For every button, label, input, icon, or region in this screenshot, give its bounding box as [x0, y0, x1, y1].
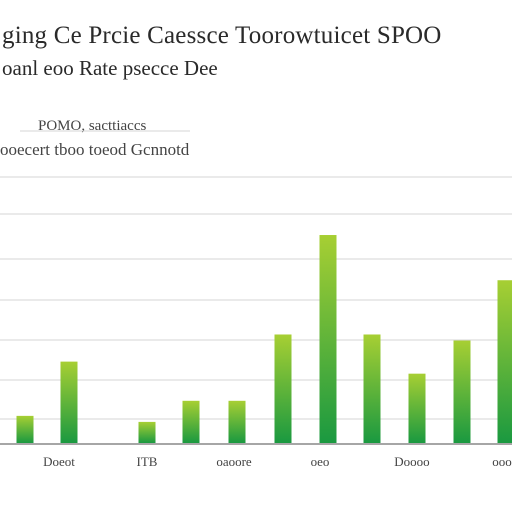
x-tick-label: ooo: [492, 454, 512, 469]
bar: [16, 415, 34, 443]
x-tick-label: oeo: [311, 454, 330, 469]
bar: [274, 334, 292, 443]
x-tick-label: ITB: [137, 454, 158, 469]
x-tick-label: oaoore: [216, 454, 252, 469]
chart-title: ging Ce Prcie Caessce Toorowtuicet SPOO: [2, 22, 442, 49]
x-tick-label: Doeot: [43, 454, 75, 469]
x-tick-labels: Doeot ITB oaoore oeo Doooo ooo: [43, 454, 512, 469]
bar: [319, 235, 337, 443]
bar: [453, 340, 471, 443]
bar: [408, 373, 426, 443]
grid-lines: [0, 130, 512, 445]
bar: [228, 400, 246, 443]
bar: [363, 334, 381, 443]
x-tick-label: Doooo: [394, 454, 429, 469]
chart-subtitle: oanl eoo Rate psecce Dee: [2, 56, 218, 80]
bar: [60, 361, 78, 443]
bar: [138, 421, 156, 443]
legend-label: POMO, sacttiaccs: [38, 118, 147, 134]
legend-description: ooecert tboo toeod Gcnnotd: [0, 140, 190, 159]
bar: [182, 400, 200, 443]
bar: [497, 280, 512, 443]
bars: [16, 235, 512, 443]
